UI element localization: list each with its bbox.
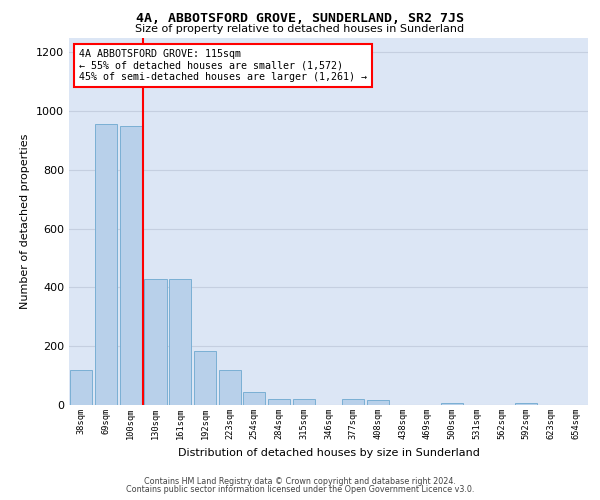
Bar	[194, 350, 216, 405]
Bar	[515, 402, 538, 405]
Bar	[268, 399, 290, 405]
Bar	[441, 402, 463, 405]
Text: Size of property relative to detached houses in Sunderland: Size of property relative to detached ho…	[136, 24, 464, 34]
Text: 4A ABBOTSFORD GROVE: 115sqm
← 55% of detached houses are smaller (1,572)
45% of : 4A ABBOTSFORD GROVE: 115sqm ← 55% of det…	[79, 48, 367, 82]
Bar	[293, 399, 315, 405]
Bar	[367, 400, 389, 405]
Bar	[95, 124, 117, 405]
Text: Contains public sector information licensed under the Open Government Licence v3: Contains public sector information licen…	[126, 485, 474, 494]
Bar	[145, 278, 167, 405]
Text: Contains HM Land Registry data © Crown copyright and database right 2024.: Contains HM Land Registry data © Crown c…	[144, 477, 456, 486]
Bar	[70, 370, 92, 405]
Y-axis label: Number of detached properties: Number of detached properties	[20, 134, 31, 309]
Bar	[342, 399, 364, 405]
Bar	[243, 392, 265, 405]
X-axis label: Distribution of detached houses by size in Sunderland: Distribution of detached houses by size …	[178, 448, 479, 458]
Bar	[119, 126, 142, 405]
Text: 4A, ABBOTSFORD GROVE, SUNDERLAND, SR2 7JS: 4A, ABBOTSFORD GROVE, SUNDERLAND, SR2 7J…	[136, 12, 464, 26]
Bar	[169, 278, 191, 405]
Bar	[218, 370, 241, 405]
